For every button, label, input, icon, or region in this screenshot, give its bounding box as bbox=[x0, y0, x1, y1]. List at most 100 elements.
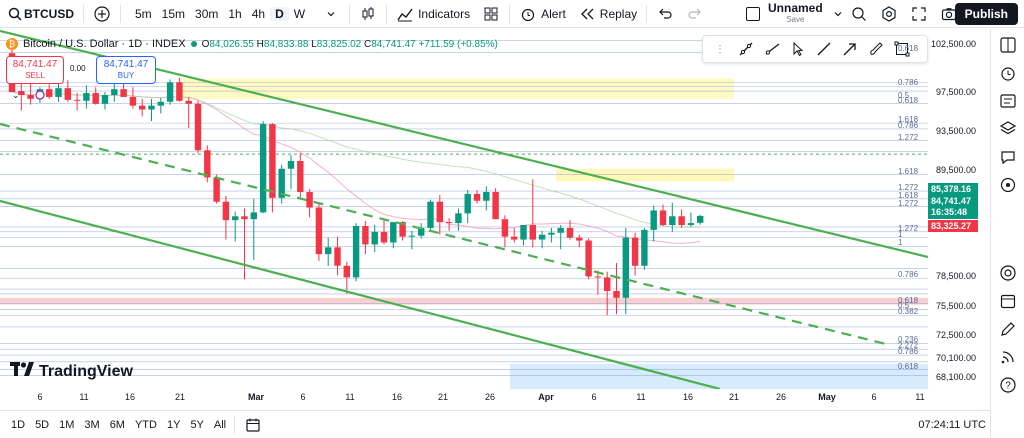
rectangle-tool-icon[interactable] bbox=[893, 40, 911, 58]
range-6m[interactable]: 6M bbox=[109, 418, 125, 431]
date-tick: 11 bbox=[915, 392, 925, 402]
layout-menu[interactable]: Unnamed Save bbox=[746, 0, 847, 28]
moving-average-fast bbox=[11, 91, 701, 244]
layout-checkbox[interactable] bbox=[746, 7, 760, 21]
candle-body bbox=[511, 236, 518, 240]
timeframe-w[interactable]: W bbox=[293, 6, 306, 21]
candle-body bbox=[250, 212, 257, 220]
tradingview-logo: TradingView bbox=[10, 362, 133, 381]
timeframe-d[interactable]: D bbox=[270, 6, 289, 21]
fib-label: 1.618 bbox=[898, 190, 919, 200]
help-icon[interactable]: ? bbox=[998, 375, 1018, 395]
crosshair-marker bbox=[35, 90, 45, 100]
quick-search-icon[interactable] bbox=[850, 5, 868, 23]
range-1y[interactable]: 1Y bbox=[166, 418, 181, 431]
fib-label: 0.786 bbox=[898, 78, 919, 88]
candle-body bbox=[27, 94, 34, 99]
data-window-icon[interactable] bbox=[998, 91, 1018, 111]
candle-body bbox=[306, 192, 313, 208]
date-tick: 11 bbox=[345, 392, 355, 402]
watchlist-icon[interactable] bbox=[998, 35, 1018, 55]
divider bbox=[349, 4, 351, 23]
candle-body bbox=[92, 93, 99, 104]
range-ytd[interactable]: YTD bbox=[134, 418, 157, 431]
date-tick: 16 bbox=[682, 392, 694, 402]
indicators-button[interactable]: Indicators bbox=[390, 0, 476, 28]
buy-button[interactable]: 84,741.47 BUY bbox=[96, 56, 156, 84]
calendar-icon[interactable] bbox=[998, 291, 1018, 311]
sell-button[interactable]: 84,741.47 SELL bbox=[6, 56, 64, 84]
candle-body bbox=[669, 216, 676, 226]
time-axis[interactable]: 6 11 16 21 Mar 6 11 16 21 26 Apr 6 11 16 21 26 May 6 11 bbox=[0, 389, 928, 407]
last-price: 84,741.47 bbox=[931, 196, 972, 206]
fib-label: 1.618 bbox=[898, 115, 919, 125]
candle-body bbox=[576, 237, 583, 241]
signal-icon[interactable] bbox=[998, 347, 1018, 367]
ideas-icon[interactable] bbox=[998, 175, 1018, 195]
undo-button[interactable] bbox=[650, 0, 680, 28]
settings-gear-icon[interactable] bbox=[880, 5, 898, 23]
fib-label: 0.786 bbox=[898, 120, 919, 130]
candle-body bbox=[120, 89, 127, 97]
chart-settings-icon[interactable] bbox=[998, 263, 1018, 283]
chat-icon[interactable] bbox=[998, 147, 1018, 167]
chevron-down-icon bbox=[829, 5, 847, 23]
date-range-calendar-icon[interactable] bbox=[244, 416, 262, 434]
brush-icon[interactable] bbox=[867, 40, 885, 58]
publish-button[interactable]: Publish bbox=[954, 3, 1018, 25]
price-tick: 97,500.00 bbox=[935, 87, 976, 98]
candle-body bbox=[631, 237, 639, 266]
candle-body bbox=[399, 222, 406, 237]
fullscreen-icon[interactable] bbox=[910, 5, 928, 23]
candle-body bbox=[64, 88, 71, 100]
candle-body bbox=[408, 235, 416, 237]
timeframe-4h[interactable]: 4h bbox=[251, 6, 266, 21]
arrow-tool-icon[interactable] bbox=[841, 40, 859, 58]
symbol-name: BTCUSD bbox=[24, 6, 74, 21]
range-5d[interactable]: 5D bbox=[35, 418, 50, 431]
layers-icon[interactable] bbox=[998, 119, 1018, 139]
bottom-toolbar: 1D 5D 1M 3M 6M YTD 1Y 5Y All 07:24:11 UTC bbox=[0, 410, 990, 438]
ray-icon[interactable] bbox=[763, 40, 781, 58]
templates-button[interactable] bbox=[476, 0, 506, 28]
candle-body bbox=[501, 219, 509, 237]
alert-button[interactable]: Alert bbox=[513, 0, 572, 28]
price-axis[interactable]: 102,500.00 97,500.00 93,500.00 89,500.00 78,… bbox=[928, 29, 980, 389]
fib-label: 0.618 bbox=[898, 295, 919, 305]
pen-icon[interactable] bbox=[998, 319, 1018, 339]
candle-body bbox=[185, 100, 192, 104]
timeframe-1h[interactable]: 1h bbox=[228, 6, 242, 21]
range-all[interactable]: All bbox=[213, 418, 227, 431]
utc-clock[interactable]: 07:24:11 UTC bbox=[918, 419, 986, 431]
trendline-icon[interactable] bbox=[737, 40, 755, 58]
fib-label: 2.272 bbox=[898, 341, 919, 351]
chart-type-button[interactable] bbox=[353, 0, 383, 28]
range-buttons: 1D 5D 1M 3M 6M YTD 1Y 5Y All bbox=[0, 419, 231, 431]
line-tool-icon[interactable] bbox=[815, 40, 833, 58]
timeframe-15m[interactable]: 15m bbox=[161, 6, 186, 21]
range-1d[interactable]: 1D bbox=[11, 418, 26, 431]
cursor-arrow-icon[interactable] bbox=[789, 40, 807, 58]
symbol-search[interactable]: BTCUSD bbox=[0, 0, 80, 28]
timeframe-dropdown[interactable] bbox=[316, 0, 346, 28]
range-3m[interactable]: 3M bbox=[84, 418, 100, 431]
candle-body bbox=[297, 160, 304, 193]
replay-button[interactable]: Replay bbox=[572, 0, 643, 28]
drag-handle-icon[interactable]: ⋮ bbox=[715, 43, 725, 55]
candle-body bbox=[362, 225, 369, 245]
alert-label: Alert bbox=[541, 6, 566, 21]
timeframe-30m[interactable]: 30m bbox=[195, 6, 219, 21]
range-5y[interactable]: 5Y bbox=[190, 418, 204, 431]
timeframe-5m[interactable]: 5m bbox=[135, 6, 152, 21]
fib-label: 0.618 bbox=[898, 361, 919, 371]
redo-button[interactable] bbox=[680, 0, 710, 28]
legend-collapse-icon[interactable]: ⌄ bbox=[12, 90, 20, 100]
replay-label: Replay bbox=[599, 6, 638, 21]
date-tick: 11 bbox=[636, 392, 646, 402]
legend-title[interactable]: Bitcoin / U.S. Dollar · 1D · INDEX bbox=[23, 38, 186, 50]
candle-body bbox=[529, 225, 536, 240]
high-value: 84,833.88 bbox=[263, 38, 309, 50]
alarm-clock-icon[interactable] bbox=[998, 63, 1018, 83]
range-1m[interactable]: 1M bbox=[59, 418, 75, 431]
compare-button[interactable] bbox=[87, 0, 117, 28]
